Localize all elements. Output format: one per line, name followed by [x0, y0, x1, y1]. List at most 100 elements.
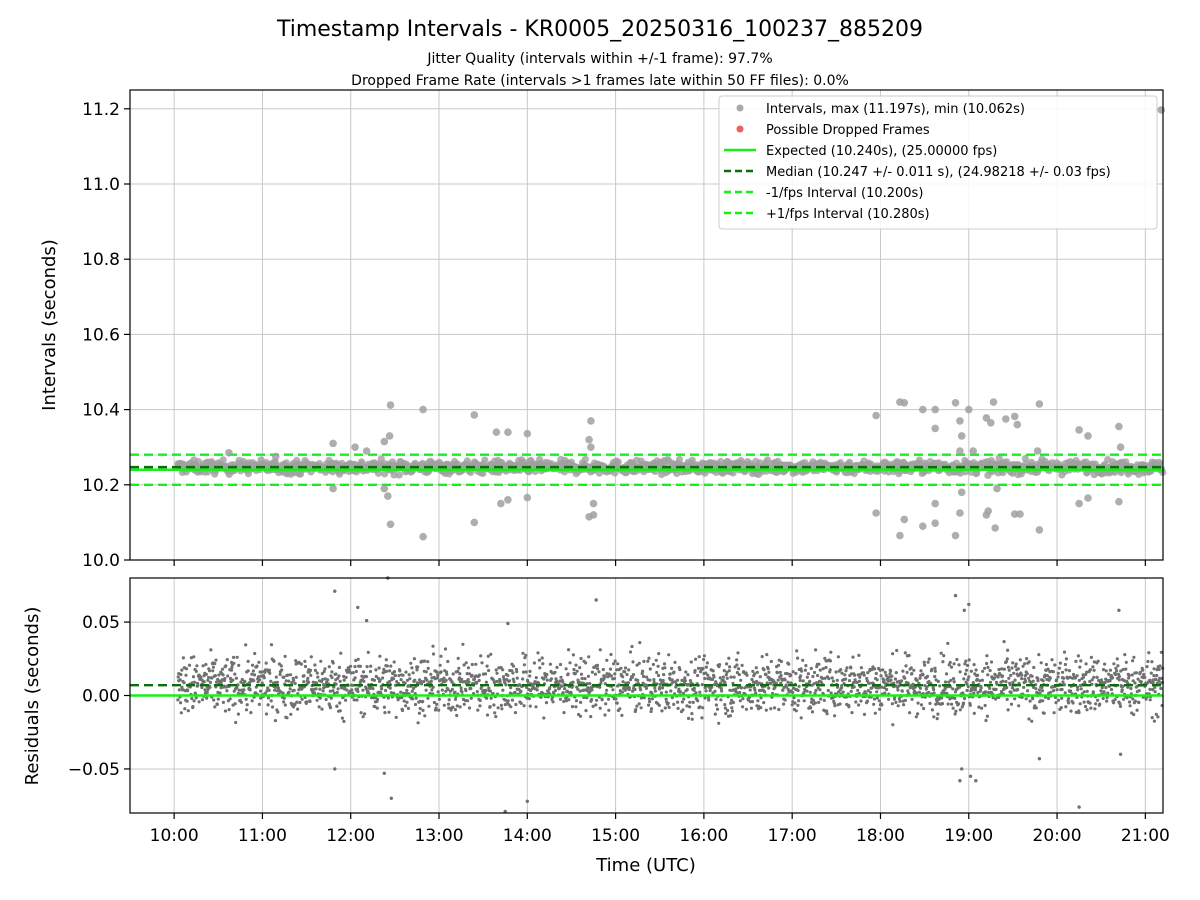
- residual-point: [462, 702, 466, 706]
- residual-point: [311, 680, 315, 684]
- residual-point: [927, 690, 931, 695]
- residual-point: [942, 691, 947, 695]
- residual-point: [385, 669, 389, 673]
- residual-point: [964, 659, 968, 663]
- residual-point: [315, 698, 319, 702]
- residual-point: [535, 688, 539, 692]
- residual-point: [201, 664, 205, 668]
- residual-outlier-point: [1118, 752, 1123, 756]
- residual-point: [896, 688, 900, 692]
- residual-point: [234, 720, 238, 725]
- interval-outlier-point: [386, 401, 395, 409]
- residual-point: [939, 651, 943, 655]
- residual-point: [426, 660, 430, 664]
- residual-point: [446, 702, 451, 706]
- residual-point: [728, 714, 733, 718]
- x-tick-label: 17:00: [768, 826, 817, 846]
- residual-point: [474, 662, 478, 666]
- residual-point: [892, 697, 897, 701]
- residual-point: [831, 696, 835, 700]
- residual-point: [267, 688, 271, 692]
- residual-point: [983, 690, 988, 694]
- residual-point: [242, 688, 246, 692]
- residual-point: [266, 696, 271, 700]
- residual-point: [1028, 699, 1032, 703]
- residual-point: [615, 701, 619, 705]
- residual-point: [1037, 688, 1041, 692]
- residual-point: [745, 673, 749, 677]
- residual-point: [1152, 667, 1156, 671]
- residual-point: [229, 668, 234, 672]
- residual-point: [274, 685, 278, 689]
- residual-point: [637, 702, 641, 706]
- interval-outlier-point: [987, 419, 995, 427]
- residual-point: [472, 677, 476, 681]
- residual-point: [878, 668, 882, 672]
- interval-outlier-point: [385, 432, 394, 440]
- residual-point: [1129, 686, 1133, 691]
- interval-outlier-point: [951, 531, 960, 540]
- residual-point: [361, 715, 365, 719]
- residual-point: [862, 673, 866, 677]
- residual-point: [1007, 668, 1011, 672]
- residual-point: [958, 670, 962, 674]
- residual-point: [485, 664, 489, 668]
- residual-point: [715, 707, 720, 711]
- residual-point: [415, 668, 419, 672]
- residual-point: [732, 675, 736, 679]
- y-tick-label: −0.05: [68, 760, 120, 780]
- residual-point: [416, 665, 420, 669]
- residual-point: [239, 680, 243, 684]
- residual-outlier-point: [594, 598, 598, 602]
- residual-point: [765, 653, 769, 657]
- residual-point: [1148, 678, 1152, 682]
- residual-point: [754, 679, 759, 684]
- residual-point: [994, 697, 998, 701]
- residual-point: [811, 698, 816, 702]
- residual-point: [849, 666, 853, 670]
- residual-point: [775, 671, 779, 675]
- residuals-band: [176, 640, 1165, 727]
- y-tick-label: 11.0: [82, 175, 120, 195]
- residual-point: [578, 689, 582, 693]
- residual-point: [1123, 653, 1127, 657]
- intervals-panel: 10.0 10.2 10.4 10.6 10.8 11.0 11.2 Intervals (…: [39, 89, 1167, 571]
- residual-point: [1013, 678, 1017, 682]
- residual-point: [802, 699, 806, 703]
- residual-point: [564, 667, 568, 671]
- residual-point: [602, 676, 606, 681]
- residual-point: [314, 687, 318, 691]
- residual-point: [719, 686, 723, 691]
- residual-point: [979, 686, 983, 690]
- residual-point: [178, 678, 182, 682]
- residuals-outliers: [333, 576, 1123, 814]
- interval-outlier-point: [351, 443, 359, 452]
- residual-point: [1152, 674, 1156, 678]
- residual-point: [299, 662, 303, 666]
- residual-point: [387, 680, 392, 684]
- interval-outlier-point: [271, 452, 280, 461]
- residual-point: [999, 690, 1004, 694]
- residual-point: [216, 697, 220, 701]
- residual-point: [351, 691, 355, 695]
- residual-point: [1064, 657, 1068, 661]
- residual-point: [534, 676, 538, 680]
- residual-point: [875, 696, 879, 700]
- residual-point: [1090, 678, 1094, 682]
- residual-point: [440, 688, 444, 692]
- residual-point: [491, 678, 495, 682]
- intervals-reference-lines: [130, 453, 1163, 486]
- residual-point: [435, 702, 439, 707]
- residual-point: [816, 673, 820, 678]
- residual-point: [645, 675, 649, 679]
- residual-point: [437, 708, 441, 712]
- residual-point: [922, 660, 926, 664]
- residual-point: [233, 702, 237, 706]
- residual-point: [909, 666, 913, 670]
- residual-point: [475, 690, 479, 694]
- residual-point: [701, 666, 705, 671]
- residual-point: [446, 687, 450, 692]
- residual-point: [280, 668, 284, 672]
- residual-point: [1114, 666, 1118, 670]
- residual-point: [275, 680, 279, 684]
